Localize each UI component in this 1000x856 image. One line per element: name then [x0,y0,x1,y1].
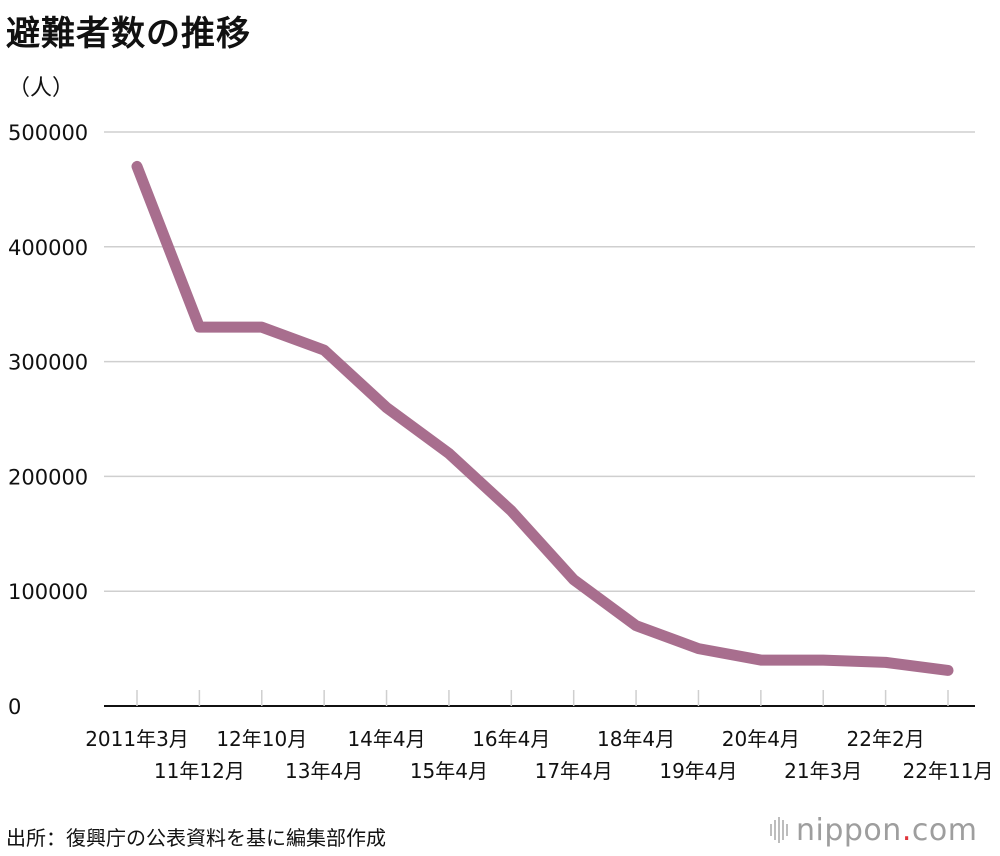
logo-bars-icon [770,817,788,843]
data-point [760,659,762,661]
x-tick-label: 11年12月 [154,759,245,783]
y-tick-label: 500000 [8,121,88,145]
x-tick-label: 20年4月 [722,727,800,751]
x-tick-label: 22年2月 [847,727,925,751]
x-tick-label: 21年3月 [784,759,862,783]
data-point [386,407,388,409]
data-point [136,165,138,167]
data-point [885,661,887,663]
data-point [635,625,637,627]
logo-wordmark: nippon.com [796,812,978,848]
y-tick-labels: 0 100000 200000 300000 400000 500000 [8,121,88,719]
data-point [323,349,325,351]
data-point [448,452,450,454]
chart-title: 避難者数の推移 [6,14,251,54]
line-chart: 0 100000 200000 300000 400000 500000 2011年3月 1… [8,121,993,783]
x-tick-labels: 2011年3月 11年12月 12年10月 13年4月 14年4月 15年4月 16年4月 1… [85,727,993,783]
y-tick-label: 100000 [8,580,88,604]
source-note: 出所：復興庁の公表資料を基に編集部作成 [6,826,386,850]
x-tick-label: 2011年3月 [85,727,189,751]
data-point [697,648,699,650]
x-tick-label: 14年4月 [347,727,425,751]
y-axis-unit-label: （人） [8,76,75,101]
gridlines [104,131,975,592]
data-point [573,579,575,581]
x-tick-label: 12年10月 [216,727,307,751]
data-point [947,669,949,671]
data-point [198,326,200,328]
data-point [822,659,824,661]
y-tick-label: 300000 [8,351,88,375]
series-lines [131,160,954,676]
y-tick-label: 400000 [8,236,88,260]
y-tick-label: 200000 [8,465,88,489]
y-tick-label: 0 [8,695,21,719]
x-tick-label: 16年4月 [472,727,550,751]
data-point [510,510,512,512]
data-point [261,326,263,328]
x-tick-label: 15年4月 [410,759,488,783]
x-axis [104,690,975,707]
x-tick-label: 13年4月 [285,759,363,783]
nippon-com-logo: nippon.com [770,812,977,848]
x-tick-label: 22年11月 [903,759,994,783]
series-line-0 [131,160,954,676]
x-tick-label: 19年4月 [659,759,737,783]
x-tick-label: 17年4月 [535,759,613,783]
x-tick-label: 18年4月 [597,727,675,751]
